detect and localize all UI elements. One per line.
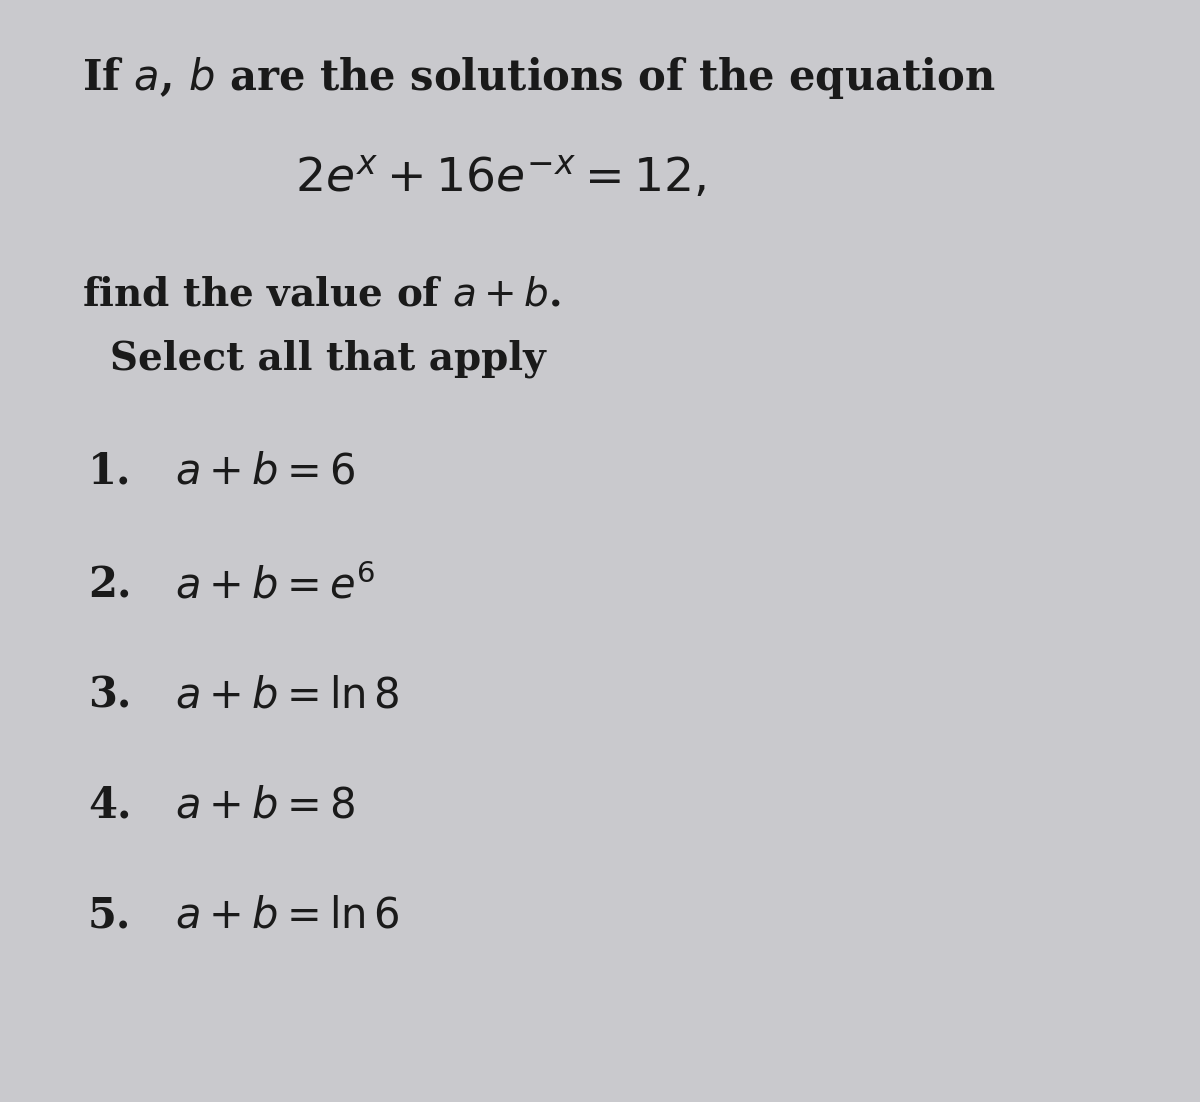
Text: $a+b = \ln 6$: $a+b = \ln 6$ [175, 895, 400, 937]
Text: 2.: 2. [88, 565, 132, 607]
Text: 4.: 4. [88, 785, 132, 826]
Text: find the value of $a + b$.: find the value of $a + b$. [82, 276, 560, 313]
Text: 1.: 1. [88, 450, 132, 491]
Text: $a+b = e^6$: $a+b = e^6$ [175, 565, 376, 607]
Text: 5.: 5. [88, 895, 131, 937]
Text: Select all that apply: Select all that apply [110, 341, 546, 378]
Text: $2e^{x} + 16e^{-x} = 12,$: $2e^{x} + 16e^{-x} = 12,$ [295, 155, 706, 202]
Text: 3.: 3. [88, 676, 131, 717]
Text: If $a$, $b$ are the solutions of the equation: If $a$, $b$ are the solutions of the equ… [82, 55, 995, 101]
Text: $a+b = \ln 8$: $a+b = \ln 8$ [175, 676, 400, 717]
Text: $a+b = 8$: $a+b = 8$ [175, 785, 355, 826]
Text: $a+b = 6$: $a+b = 6$ [175, 450, 355, 491]
